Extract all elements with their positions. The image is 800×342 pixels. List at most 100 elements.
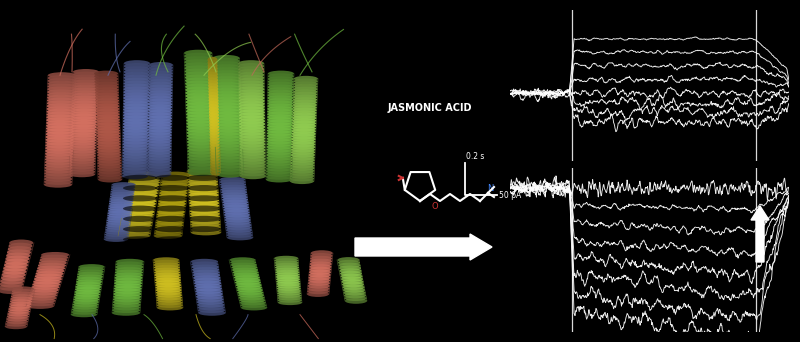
Ellipse shape [207, 57, 218, 63]
Ellipse shape [116, 262, 144, 267]
Ellipse shape [188, 169, 216, 176]
Ellipse shape [124, 78, 150, 84]
Ellipse shape [240, 156, 266, 162]
Ellipse shape [72, 88, 98, 93]
Ellipse shape [45, 159, 73, 165]
Ellipse shape [71, 106, 98, 111]
Ellipse shape [189, 189, 218, 195]
Ellipse shape [123, 226, 157, 232]
Ellipse shape [48, 81, 75, 87]
Ellipse shape [210, 161, 220, 167]
Ellipse shape [208, 71, 218, 77]
Ellipse shape [97, 139, 121, 144]
Ellipse shape [47, 95, 75, 101]
Ellipse shape [275, 267, 299, 272]
Ellipse shape [341, 274, 362, 279]
Ellipse shape [78, 267, 104, 272]
Ellipse shape [46, 117, 74, 123]
Ellipse shape [340, 271, 362, 276]
Ellipse shape [155, 226, 189, 232]
Ellipse shape [292, 118, 316, 123]
Ellipse shape [97, 147, 121, 153]
Ellipse shape [236, 285, 262, 290]
Ellipse shape [239, 109, 265, 116]
Ellipse shape [98, 174, 122, 180]
Ellipse shape [294, 76, 318, 81]
Ellipse shape [123, 206, 155, 212]
Ellipse shape [187, 151, 215, 158]
Ellipse shape [158, 204, 186, 209]
Ellipse shape [186, 114, 214, 121]
Ellipse shape [210, 120, 219, 127]
Ellipse shape [38, 265, 66, 271]
Ellipse shape [96, 133, 121, 139]
Ellipse shape [123, 175, 157, 181]
Ellipse shape [71, 124, 97, 130]
Ellipse shape [239, 104, 265, 110]
Ellipse shape [291, 139, 315, 145]
Ellipse shape [194, 278, 221, 284]
Ellipse shape [240, 159, 266, 165]
Ellipse shape [294, 84, 318, 89]
Ellipse shape [341, 276, 363, 282]
Ellipse shape [276, 275, 300, 279]
Ellipse shape [123, 101, 150, 107]
Ellipse shape [186, 90, 214, 96]
Ellipse shape [123, 204, 155, 209]
Ellipse shape [6, 252, 30, 259]
Ellipse shape [147, 152, 171, 158]
Ellipse shape [216, 147, 243, 154]
Ellipse shape [155, 282, 181, 288]
Ellipse shape [216, 156, 243, 163]
Ellipse shape [10, 301, 31, 307]
Ellipse shape [267, 117, 293, 123]
Ellipse shape [156, 217, 184, 223]
Ellipse shape [8, 309, 30, 314]
Ellipse shape [122, 159, 148, 165]
Ellipse shape [186, 83, 213, 90]
Ellipse shape [0, 284, 22, 291]
Ellipse shape [122, 147, 149, 153]
Ellipse shape [149, 68, 173, 74]
Ellipse shape [192, 267, 219, 273]
Ellipse shape [220, 182, 246, 187]
Ellipse shape [148, 113, 172, 118]
Ellipse shape [70, 158, 95, 164]
Ellipse shape [184, 59, 213, 66]
Ellipse shape [122, 209, 154, 215]
Ellipse shape [72, 95, 98, 101]
Ellipse shape [114, 275, 142, 281]
Ellipse shape [158, 201, 186, 207]
Ellipse shape [9, 306, 30, 312]
Ellipse shape [188, 163, 216, 170]
Ellipse shape [160, 185, 188, 190]
Ellipse shape [209, 94, 218, 101]
Ellipse shape [194, 275, 221, 281]
Ellipse shape [274, 256, 298, 261]
Ellipse shape [70, 156, 96, 161]
Ellipse shape [46, 134, 74, 140]
Ellipse shape [156, 290, 182, 295]
Ellipse shape [214, 94, 241, 100]
Ellipse shape [6, 319, 28, 324]
Ellipse shape [109, 203, 133, 209]
Ellipse shape [238, 69, 264, 75]
Ellipse shape [209, 97, 218, 104]
Ellipse shape [185, 62, 213, 69]
Ellipse shape [292, 123, 316, 129]
Ellipse shape [112, 310, 140, 316]
Ellipse shape [222, 202, 249, 208]
Ellipse shape [222, 200, 248, 205]
Ellipse shape [186, 108, 214, 115]
Ellipse shape [345, 295, 366, 301]
Ellipse shape [210, 135, 220, 141]
Ellipse shape [266, 166, 292, 172]
Ellipse shape [94, 70, 118, 77]
Ellipse shape [185, 68, 213, 75]
Ellipse shape [213, 67, 240, 73]
Ellipse shape [187, 168, 217, 174]
Ellipse shape [277, 281, 301, 286]
Ellipse shape [308, 278, 330, 283]
Ellipse shape [266, 141, 293, 147]
Ellipse shape [234, 275, 260, 280]
